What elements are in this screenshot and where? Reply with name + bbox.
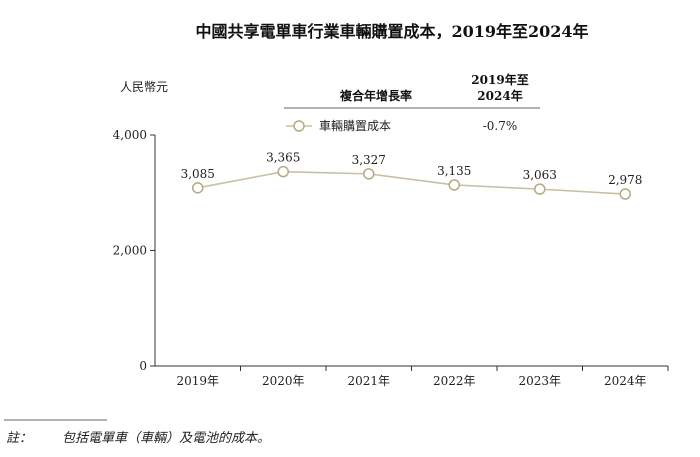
data-label: 3,135 — [437, 164, 471, 178]
data-label: 3,085 — [181, 167, 215, 181]
legend-series-cagr: -0.7% — [483, 119, 518, 133]
chart-title: 中國共享電單車行業車輛購置成本，2019年至2024年 — [195, 22, 588, 41]
legend-cagr-header: 複合年增長率 — [339, 88, 412, 103]
series-line — [197, 170, 626, 195]
y-axis-unit-label: 人民幣元 — [120, 80, 168, 94]
y-tick-label: 4,000 — [113, 128, 147, 142]
legend-period-header-line1: 2019年至 — [471, 72, 528, 87]
data-label: 3,063 — [523, 168, 557, 182]
data-label: 3,365 — [266, 151, 300, 165]
x-tick-label: 2021年 — [347, 374, 390, 388]
x-tick-label: 2019年 — [176, 374, 219, 388]
x-tick-label: 2022年 — [433, 374, 476, 388]
x-tick-label: 2023年 — [518, 374, 561, 388]
data-point — [363, 168, 375, 180]
data-point — [192, 182, 204, 194]
y-tick-label: 2,000 — [113, 244, 147, 258]
note-text: 包括電單車（車輛）及電池的成本。 — [62, 430, 270, 446]
data-point — [534, 183, 546, 195]
x-tick-label: 2024年 — [604, 374, 647, 388]
y-ticks: 0 2,000 4,000 — [113, 128, 155, 373]
x-tick-label: 2020年 — [262, 374, 305, 388]
data-point — [448, 179, 460, 191]
x-ticks: 2019年 2020年 2021年 2022年 2023年 2024年 — [176, 366, 669, 388]
note-label: 註： — [6, 431, 32, 446]
data-point — [277, 165, 289, 178]
data-label: 2,978 — [608, 173, 642, 187]
legend: 2019年至 2024年 複合年增長率 車輛購置成本 -0.7% — [284, 72, 540, 133]
y-tick-label: 0 — [139, 359, 147, 373]
legend-series-swatch-marker — [293, 120, 305, 132]
data-label: 3,327 — [352, 153, 386, 167]
legend-period-header-line2: 2024年 — [477, 88, 522, 103]
series-group: 3,085 3,365 3,327 3,135 3,063 2,978 — [181, 151, 642, 200]
data-point — [619, 188, 631, 200]
legend-series-name: 車輛購置成本 — [319, 119, 391, 133]
